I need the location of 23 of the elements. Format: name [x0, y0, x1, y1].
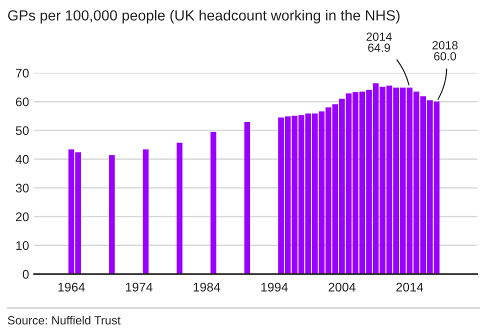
- source-note: Source: Nuffield Trust: [8, 316, 121, 325]
- x-tick-label: 1974: [126, 282, 152, 292]
- x-tick-label: 2014: [396, 282, 424, 292]
- bar: [142, 149, 149, 274]
- x-tick-label: 1964: [58, 282, 85, 292]
- y-tick-label: 60: [16, 97, 29, 106]
- bar: [176, 142, 182, 274]
- bar: [109, 155, 115, 274]
- x-tick-label: 1984: [194, 282, 220, 292]
- y-tick-label: 40: [16, 154, 29, 164]
- y-tick-label: 50: [16, 126, 29, 136]
- bar: [244, 122, 250, 274]
- y-tick-label: 30: [16, 184, 29, 193]
- y-tick-label: 20: [16, 212, 29, 222]
- x-tick-label: 2004: [328, 282, 356, 292]
- annotation: 2014 64.9: [366, 32, 392, 52]
- y-tick-label: 0: [22, 270, 29, 279]
- x-tick-label: 1994: [261, 282, 288, 292]
- y-tick-label: 10: [16, 241, 29, 250]
- chart-title: GPs per 100,000 people (UK headcount working in the NHS): [8, 10, 400, 24]
- bar: [210, 132, 216, 274]
- y-tick-label: 70: [16, 68, 29, 78]
- annotation: 2018 60.0: [432, 41, 458, 60]
